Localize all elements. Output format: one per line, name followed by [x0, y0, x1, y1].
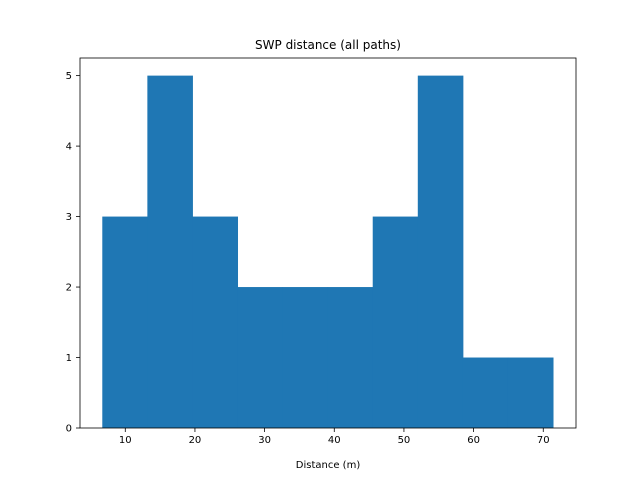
- histogram-bar-5: [282, 287, 329, 428]
- histogram-bar-7: [372, 216, 419, 428]
- histogram-bar-6: [327, 287, 374, 428]
- y-tick-label: 3: [66, 212, 72, 223]
- y-axis-ticks: 0 1 2 3 4 5: [66, 71, 80, 435]
- chart-title: SWP distance (all paths): [255, 38, 401, 52]
- y-tick-label: 1: [66, 353, 72, 364]
- y-tick-label: 5: [66, 71, 72, 82]
- histogram-bar-9: [462, 357, 509, 428]
- x-tick-label: 50: [398, 435, 411, 446]
- x-tick-label: 40: [328, 435, 341, 446]
- bars-group: [102, 75, 554, 428]
- x-axis-ticks: 10 20 30 40 50 60 70: [119, 428, 550, 446]
- histogram-bar-10: [507, 357, 554, 428]
- histogram-bar-1: [102, 216, 148, 428]
- histogram-bar-2: [147, 75, 193, 428]
- x-tick-label: 20: [189, 435, 202, 446]
- y-tick-label: 4: [66, 142, 72, 153]
- x-tick-label: 60: [467, 435, 480, 446]
- y-tick-label: 0: [66, 424, 72, 435]
- x-axis-label: Distance (m): [296, 460, 361, 471]
- plot-frame: [79, 57, 577, 429]
- x-tick-label: 10: [119, 435, 132, 446]
- x-tick-label: 30: [258, 435, 271, 446]
- x-tick-label: 70: [537, 435, 550, 446]
- histogram-bar-3: [192, 216, 239, 428]
- histogram-bar-4: [237, 287, 284, 428]
- histogram-bar-8: [417, 75, 464, 428]
- y-tick-label: 2: [66, 283, 72, 294]
